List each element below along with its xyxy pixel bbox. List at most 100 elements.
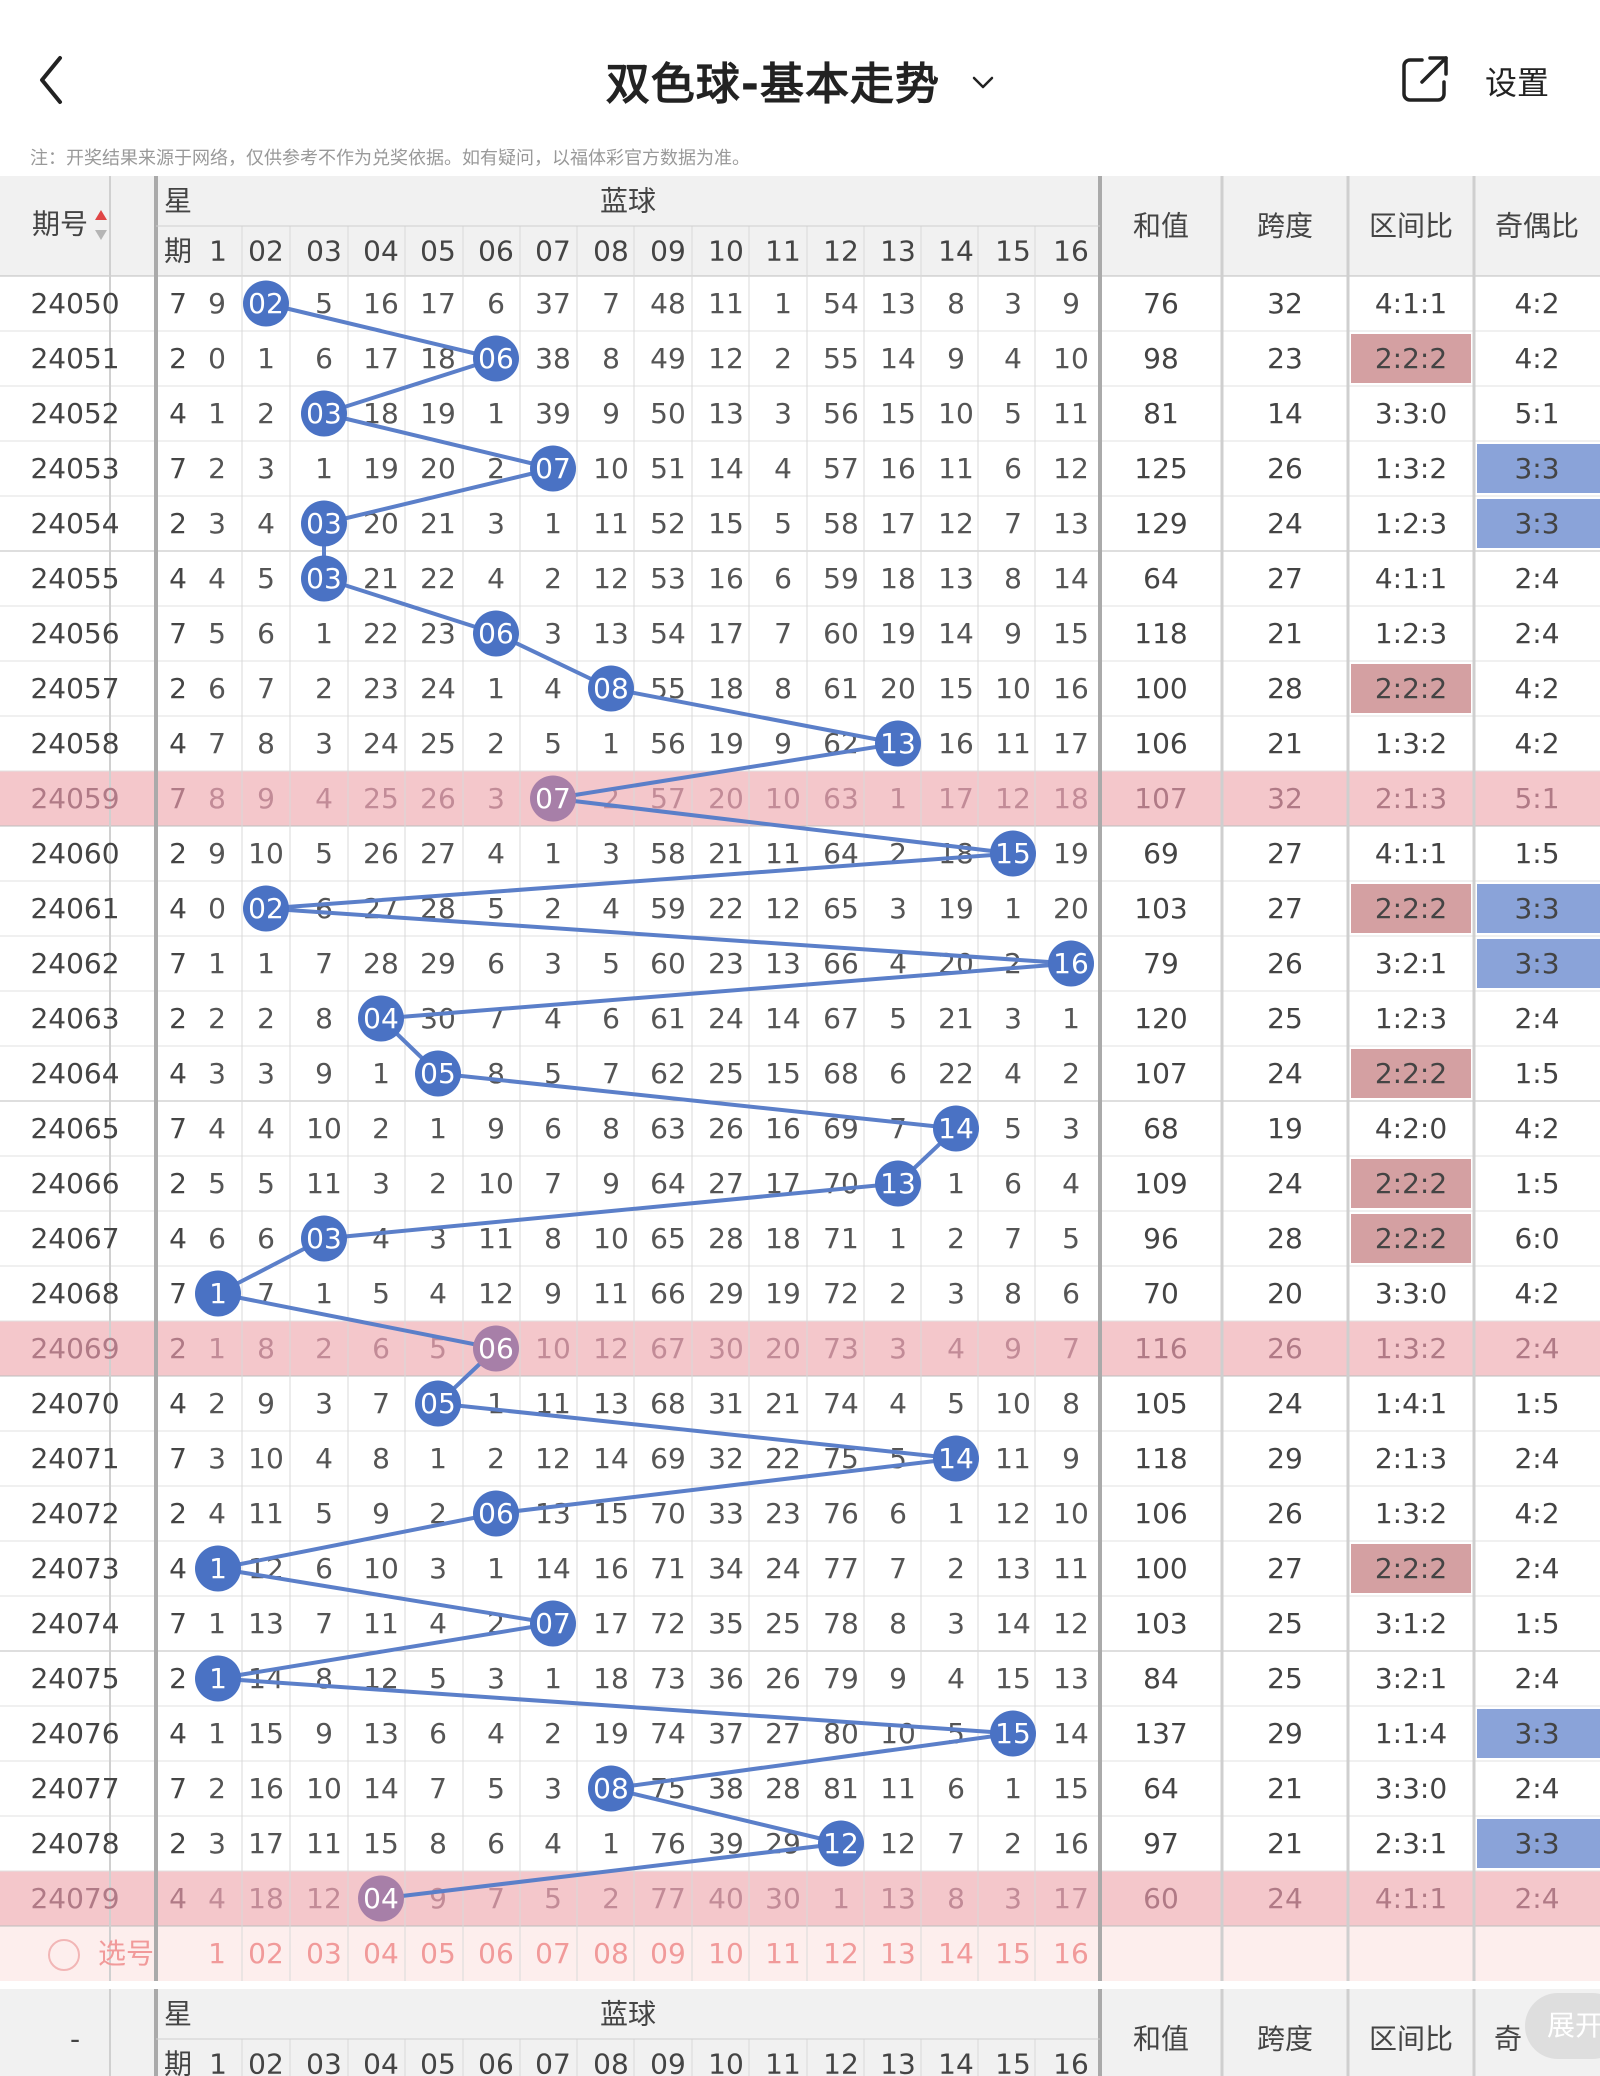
blue-ball — [195, 1270, 241, 1317]
period-cell: 24055 — [30, 562, 119, 595]
blue-miss-cell: 28 — [765, 1772, 801, 1805]
sum-cell: 107 — [1134, 782, 1187, 815]
blue-miss-cell: 13 — [1053, 1662, 1089, 1695]
select-number-16[interactable]: 16 — [1053, 1937, 1089, 1970]
blue-miss-cell: 1 — [487, 1552, 505, 1585]
blue-miss-cell: 1 — [487, 672, 505, 705]
zone-ratio-cell: 4:1:1 — [1375, 837, 1447, 870]
blue-miss-cell: 10 — [535, 1332, 571, 1365]
select-number-07[interactable]: 07 — [535, 1937, 571, 1970]
blue-miss-cell: 53 — [650, 562, 686, 595]
sum-cell: 105 — [1134, 1387, 1187, 1420]
select-number-1[interactable]: 1 — [208, 1937, 226, 1970]
select-number-06[interactable]: 06 — [478, 1937, 514, 1970]
odd-even-highlight — [1477, 884, 1600, 933]
blue-miss-cell: 3 — [315, 1387, 333, 1420]
sum-cell: 109 — [1134, 1167, 1187, 1200]
blue-miss-cell: 11 — [765, 837, 801, 870]
blue-miss-cell: 68 — [650, 1387, 686, 1420]
select-number-08[interactable]: 08 — [593, 1937, 629, 1970]
select-number-10[interactable]: 10 — [708, 1937, 744, 1970]
blue-miss-cell: 9 — [208, 837, 226, 870]
blue-miss-cell: 11 — [880, 1772, 916, 1805]
blue-miss-cell: 27 — [765, 1717, 801, 1750]
select-number-14[interactable]: 14 — [938, 1937, 974, 1970]
blue-miss-cell: 9 — [315, 1057, 333, 1090]
blue-miss-cell: 2 — [544, 562, 562, 595]
blue-miss-cell: 4 — [429, 1607, 447, 1640]
sum-cell: 96 — [1143, 1222, 1179, 1255]
blue-miss-cell: 2 — [947, 1222, 965, 1255]
blue-miss-cell: 1 — [602, 727, 620, 760]
blue-miss-cell: 6 — [315, 342, 333, 375]
blue-ball-number: 16 — [1053, 947, 1089, 980]
weekday-header-top: 星 — [164, 1998, 192, 2031]
select-number-15[interactable]: 15 — [995, 1937, 1031, 1970]
blue-miss-cell: 4 — [1004, 1057, 1022, 1090]
blue-miss-cell: 1 — [889, 782, 907, 815]
blue-miss-cell: 17 — [1053, 727, 1089, 760]
blue-ball-number: 07 — [535, 452, 571, 485]
blue-miss-cell: 6 — [372, 1332, 390, 1365]
expand-button[interactable]: 展开 — [1525, 1993, 1600, 2059]
period-header: - — [70, 2023, 80, 2056]
sum-cell: 103 — [1134, 892, 1187, 925]
blue-miss-cell: 6 — [602, 1002, 620, 1035]
blue-miss-cell: 2 — [544, 1717, 562, 1750]
blue-miss-cell: 73 — [823, 1332, 859, 1365]
blue-column-header: 1 — [209, 2048, 227, 2076]
radio-circle-icon[interactable] — [48, 1939, 80, 1971]
zone-ratio-highlight — [1351, 1544, 1471, 1593]
blue-miss-cell: 17 — [248, 1827, 284, 1860]
select-number-12[interactable]: 12 — [823, 1937, 859, 1970]
select-number-04[interactable]: 04 — [363, 1937, 399, 1970]
blue-miss-cell: 10 — [363, 1552, 399, 1585]
blue-miss-cell: 6 — [208, 1222, 226, 1255]
select-number-09[interactable]: 09 — [650, 1937, 686, 1970]
select-number-11[interactable]: 11 — [765, 1937, 801, 1970]
blue-miss-cell: 5 — [315, 837, 333, 870]
settings-button[interactable]: 设置 — [1485, 64, 1550, 102]
blue-miss-cell: 9 — [1062, 287, 1080, 320]
blue-miss-cell: 1 — [315, 617, 333, 650]
blue-miss-cell: 64 — [650, 1167, 686, 1200]
blue-miss-cell: 67 — [650, 1332, 686, 1365]
blue-miss-cell: 8 — [1062, 1387, 1080, 1420]
blue-miss-cell: 9 — [1004, 1332, 1022, 1365]
blue-miss-cell: 6 — [315, 892, 333, 925]
blue-miss-cell: 69 — [650, 1442, 686, 1475]
select-number-13[interactable]: 13 — [880, 1937, 916, 1970]
select-number-03[interactable]: 03 — [306, 1937, 342, 1970]
select-number-05[interactable]: 05 — [420, 1937, 456, 1970]
blue-miss-cell: 37 — [535, 287, 571, 320]
blue-miss-cell: 9 — [315, 1717, 333, 1750]
zone-ratio-cell: 2:2:2 — [1375, 1552, 1447, 1585]
blue-miss-cell: 16 — [880, 452, 916, 485]
blue-column-header: 15 — [995, 235, 1031, 268]
page-title[interactable]: 双色球-基本走势 — [0, 48, 1600, 112]
blue-miss-cell: 9 — [1062, 1442, 1080, 1475]
back-chevron-icon[interactable] — [30, 52, 80, 108]
odd-even-cell: 2:4 — [1514, 617, 1559, 650]
blue-ball-header: 蓝球 — [600, 1998, 656, 2031]
select-number-02[interactable]: 02 — [248, 1937, 284, 1970]
blue-ball-number: 07 — [535, 1607, 571, 1640]
period-cell: 24070 — [30, 1387, 119, 1420]
span-cell: 24 — [1267, 1057, 1303, 1090]
blue-miss-cell: 22 — [708, 892, 744, 925]
blue-miss-cell: 9 — [544, 1277, 562, 1310]
blue-miss-cell: 32 — [708, 1442, 744, 1475]
blue-miss-cell: 21 — [363, 562, 399, 595]
blue-miss-cell: 9 — [208, 287, 226, 320]
blue-miss-cell: 1 — [1062, 1002, 1080, 1035]
share-external-icon[interactable] — [1400, 54, 1450, 104]
blue-column-header: 05 — [420, 235, 456, 268]
blue-ball — [1048, 940, 1094, 987]
span-cell: 27 — [1267, 1552, 1303, 1585]
zone-ratio-cell: 1:3:2 — [1375, 727, 1447, 760]
blue-ball-number: 06 — [478, 1332, 514, 1365]
blue-miss-cell: 54 — [823, 287, 859, 320]
blue-ball — [473, 610, 519, 657]
blue-miss-cell: 5 — [1062, 1222, 1080, 1255]
blue-miss-cell: 70 — [650, 1497, 686, 1530]
